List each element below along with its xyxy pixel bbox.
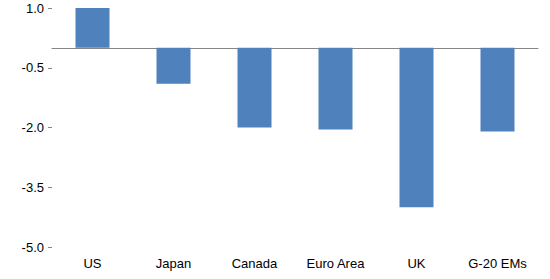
svg-text:-3.5: -3.5	[22, 180, 44, 195]
svg-text:G-20 EMs: G-20 EMs	[468, 256, 527, 271]
svg-text:-2.0: -2.0	[22, 120, 44, 135]
svg-text:1.0: 1.0	[26, 1, 44, 16]
svg-text:Japan: Japan	[156, 256, 191, 271]
svg-text:US: US	[83, 256, 101, 271]
svg-text:-0.5: -0.5	[22, 60, 44, 75]
svg-text:Euro Area: Euro Area	[307, 256, 366, 271]
svg-text:-5.0: -5.0	[22, 240, 44, 255]
svg-text:Canada: Canada	[232, 256, 278, 271]
svg-text:UK: UK	[407, 256, 425, 271]
